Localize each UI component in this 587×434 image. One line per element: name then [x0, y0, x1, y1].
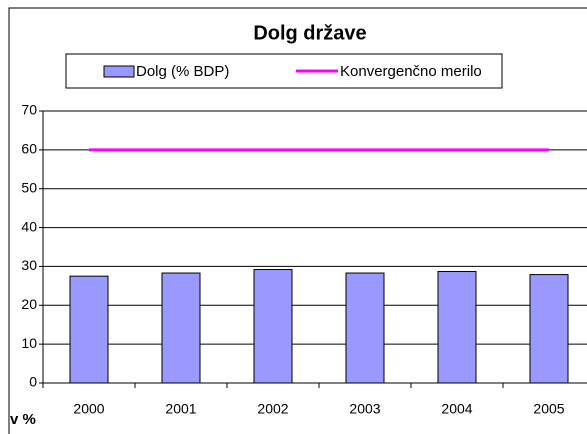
y-tick-label: 30	[21, 257, 37, 273]
bar	[161, 272, 201, 384]
legend-label: Konvergenčno merilo	[340, 63, 482, 80]
y-tick-label: 0	[29, 374, 37, 390]
bar	[529, 274, 569, 384]
legend-label: Dolg (% BDP)	[136, 63, 229, 80]
bar	[253, 269, 293, 384]
x-tick-label: 2000	[73, 401, 104, 417]
x-tick-label: 2005	[533, 401, 564, 417]
y-tick-label: 40	[21, 218, 37, 234]
x-tick-label: 2001	[165, 401, 196, 417]
y-axis-label: v %	[10, 411, 36, 428]
y-tick-label: 60	[21, 141, 37, 157]
y-tick-label: 70	[21, 102, 37, 118]
y-tick-label: 50	[21, 179, 37, 195]
bar	[345, 272, 385, 384]
legend-swatch	[103, 65, 135, 78]
x-tick-label: 2003	[349, 401, 380, 417]
y-tick-label: 20	[21, 296, 37, 312]
y-tick-label: 10	[21, 335, 37, 351]
bar	[69, 275, 109, 384]
bar	[437, 270, 477, 384]
legend-box	[65, 53, 503, 89]
x-tick-label: 2004	[441, 401, 472, 417]
x-tick-label: 2002	[257, 401, 288, 417]
chart-title: Dolg države	[253, 22, 366, 44]
